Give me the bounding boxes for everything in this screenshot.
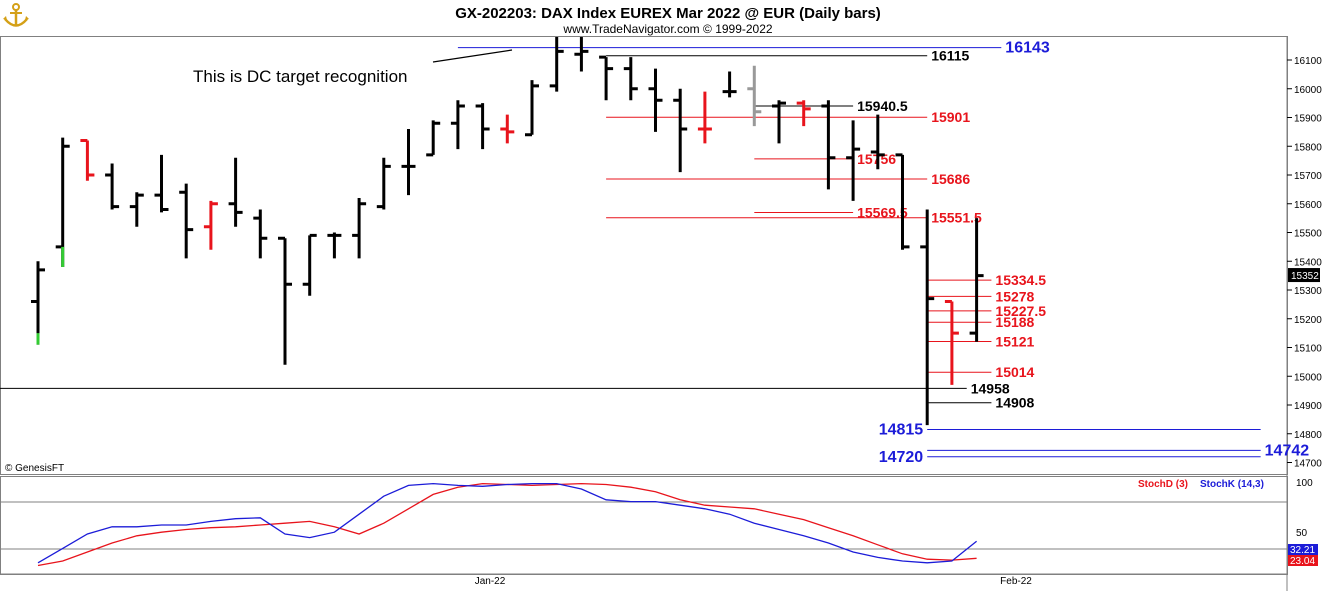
legend-stochd: StochD (3) xyxy=(1138,479,1188,490)
annotation-text: This is DC target recognition xyxy=(193,67,407,86)
price-bars xyxy=(31,37,984,426)
price-tick-label: 15000 xyxy=(1294,372,1322,383)
level-label: 14742 xyxy=(1265,442,1310,459)
price-tick-label: 16100 xyxy=(1294,56,1322,67)
level-label: 16143 xyxy=(1005,40,1050,57)
price-tick-label: 14900 xyxy=(1294,401,1322,412)
price-tick-label: 15200 xyxy=(1294,315,1322,326)
level-lines: 161431611515940.515901157561568615569.51… xyxy=(0,40,1309,466)
price-tick-label: 14700 xyxy=(1294,459,1322,470)
price-tick-label: 15100 xyxy=(1294,344,1322,355)
price-tick-label: 15700 xyxy=(1294,171,1322,182)
stochd-last-badge xyxy=(1288,555,1318,566)
price-tick-label: 15900 xyxy=(1294,114,1322,125)
level-label: 15227.5 xyxy=(995,303,1046,319)
level-label: 14815 xyxy=(879,421,924,438)
stochk-line xyxy=(37,482,978,564)
current-price-label: 15352 xyxy=(1291,271,1319,282)
level-label: 15278 xyxy=(995,288,1034,304)
level-label: 15121 xyxy=(995,333,1034,349)
price-tick-label: 15500 xyxy=(1294,229,1322,240)
level-label: 15188 xyxy=(995,314,1034,330)
stoch-tick-label: 100 xyxy=(1296,478,1313,489)
stochk-last-label: 32.21 xyxy=(1290,545,1315,556)
current-price-badge xyxy=(1288,268,1320,283)
legend-stochk: StochK (14,3) xyxy=(1200,479,1264,490)
chart-frame xyxy=(0,36,1288,475)
price-tick-label: 15600 xyxy=(1294,200,1322,211)
level-label: 15014 xyxy=(995,364,1034,380)
level-label: 15334.5 xyxy=(995,272,1046,288)
price-tick-label: 15800 xyxy=(1294,142,1322,153)
stochd-last-label: 23.04 xyxy=(1290,556,1315,567)
stochk-last-badge xyxy=(1288,544,1318,555)
level-label: 16115 xyxy=(931,48,969,64)
level-label: 15940.5 xyxy=(857,98,908,114)
price-axis: 14700 14800 14900 15000 15100 15200 15300 15400… xyxy=(1287,56,1322,470)
x-label-jan: Jan-22 xyxy=(475,576,506,587)
level-label: 15901 xyxy=(931,109,970,125)
level-label: 14720 xyxy=(879,449,924,466)
level-label: 14908 xyxy=(995,395,1034,411)
level-label: 15569.5 xyxy=(857,205,908,221)
annotation-pointer xyxy=(432,49,513,63)
chart-title: GX-202203: DAX Index EUREX Mar 2022 @ EU… xyxy=(455,5,881,22)
anchor-logo-icon xyxy=(3,3,29,27)
price-tick-label: 14800 xyxy=(1294,430,1322,441)
price-tick-label: 16000 xyxy=(1294,85,1322,96)
level-label: 15551.5 xyxy=(931,210,982,226)
price-tick-label: 15300 xyxy=(1294,286,1322,297)
level-label: 14958 xyxy=(971,380,1010,396)
price-tick-label: 15400 xyxy=(1294,257,1322,268)
copyright-label: © GenesisFT xyxy=(5,463,64,474)
x-label-feb: Feb-22 xyxy=(1000,576,1032,587)
chart-subtitle: www.TradeNavigator.com © 1999-2022 xyxy=(562,22,772,36)
stoch-tick-label: 50 xyxy=(1296,528,1308,539)
level-label: 15686 xyxy=(931,171,970,187)
stoch-frame xyxy=(0,476,1288,575)
